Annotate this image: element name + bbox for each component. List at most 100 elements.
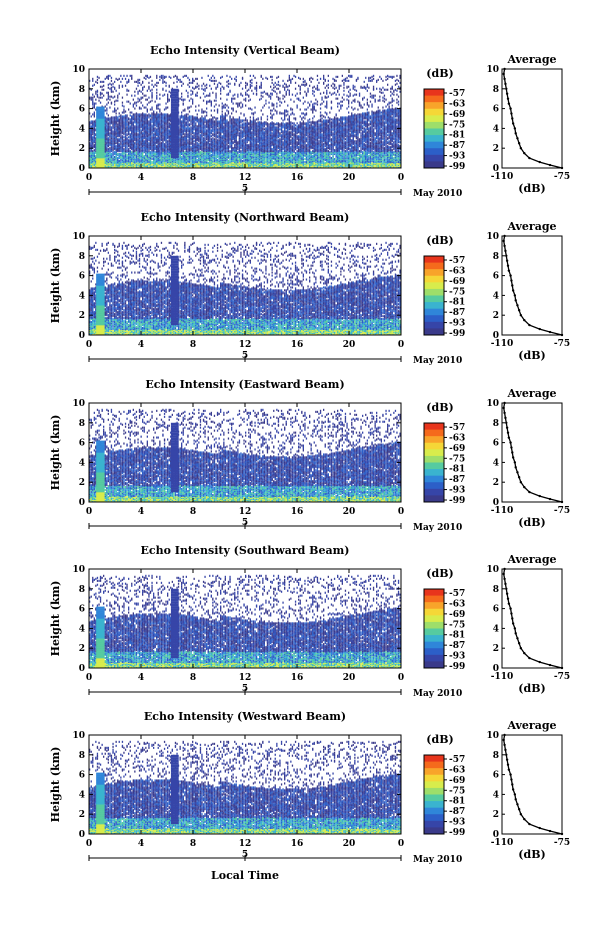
echo-cell: [125, 78, 126, 80]
echo-cell: [223, 153, 224, 155]
echo-cell: [215, 80, 216, 82]
echo-cell: [136, 102, 137, 104]
echo-cell: [198, 105, 199, 107]
echo-cell: [109, 138, 110, 140]
echo-cell: [108, 122, 109, 124]
echo-cell: [147, 150, 148, 152]
echo-cell: [161, 151, 162, 153]
echo-cell: [187, 123, 188, 125]
echo-cell: [181, 143, 182, 145]
echo-cell: [150, 159, 151, 161]
echo-cell: [183, 76, 184, 78]
echo-cell: [161, 128, 162, 130]
echo-cell: [151, 124, 152, 126]
echo-cell: [237, 94, 238, 96]
echo-cell: [190, 133, 191, 135]
echo-cell: [116, 140, 117, 142]
echo-cell: [223, 105, 224, 107]
echo-cell: [128, 160, 129, 162]
echo-cell: [137, 79, 138, 81]
echo-cell: [225, 144, 226, 146]
echo-cell: [125, 146, 126, 148]
echo-cell: [128, 136, 129, 138]
echo-cell: [164, 94, 165, 96]
echo-cell: [92, 131, 93, 133]
echo-cell: [148, 113, 149, 115]
echo-cell: [130, 153, 131, 155]
echo-cell: [203, 83, 204, 85]
echo-cell: [184, 123, 185, 125]
echo-cell: [240, 124, 241, 126]
echo-cell: [209, 95, 210, 97]
echo-cell: [233, 162, 234, 164]
echo-cell: [112, 83, 113, 85]
echo-cell: [126, 133, 127, 135]
echo-cell: [242, 162, 243, 164]
echo-cell: [228, 93, 229, 95]
echo-cell: [151, 84, 152, 86]
echo-cell: [128, 126, 129, 128]
echo-cell: [248, 149, 249, 151]
echo-cell: [248, 144, 249, 146]
echo-cell: [234, 158, 235, 160]
echo-cell: [167, 148, 168, 150]
echo-cell: [123, 75, 124, 77]
echo-cell: [126, 149, 127, 151]
echo-cell: [117, 157, 118, 159]
echo-cell: [139, 131, 140, 133]
echo-cell: [142, 132, 143, 134]
echo-cell: [245, 119, 246, 121]
echo-cell: [180, 127, 181, 129]
echo-cell: [204, 115, 205, 117]
echo-cell: [204, 124, 205, 126]
echo-cell: [245, 142, 246, 144]
echo-cell: [91, 144, 92, 146]
echo-cell: [186, 127, 187, 129]
echo-cell: [239, 149, 240, 151]
echo-cell: [136, 156, 137, 158]
echo-cell: [116, 159, 117, 161]
echo-cell: [148, 82, 149, 84]
echo-cell: [169, 85, 170, 87]
echo-cell: [189, 123, 190, 125]
echo-cell: [240, 82, 241, 84]
echo-cell: [162, 113, 163, 115]
echo-cell: [162, 88, 163, 90]
echo-cell: [245, 136, 246, 138]
echo-cell: [215, 140, 216, 142]
echo-cell: [247, 153, 248, 155]
echo-cell: [130, 103, 131, 105]
echo-cell: [144, 95, 145, 97]
echo-cell: [206, 114, 207, 116]
echo-cell: [239, 137, 240, 139]
echo-cell: [92, 120, 93, 122]
echo-cell: [126, 145, 127, 147]
echo-cell: [141, 102, 142, 104]
echo-cell: [219, 105, 220, 107]
echo-cell: [137, 162, 138, 164]
echo-cell: [201, 126, 202, 128]
echo-cell: [231, 78, 232, 80]
echo-cell: [176, 86, 177, 88]
echo-cell: [139, 117, 140, 119]
echo-cell: [147, 155, 148, 157]
echo-cell: [111, 153, 112, 155]
echo-cell: [190, 162, 191, 164]
echo-cell: [105, 125, 106, 127]
echo-cell: [142, 87, 143, 89]
echo-cell: [169, 129, 170, 131]
echo-cell: [211, 138, 212, 140]
echo-cell: [186, 135, 187, 137]
echo-cell: [211, 118, 212, 120]
echo-cell: [123, 109, 124, 111]
echo-cell: [247, 144, 248, 146]
echo-cell: [234, 131, 235, 133]
echo-cell: [109, 96, 110, 98]
echo-cell: [206, 108, 207, 110]
echo-cell: [92, 150, 93, 152]
echo-cell: [153, 158, 154, 160]
echo-cell: [108, 78, 109, 80]
echo-cell: [137, 121, 138, 123]
echo-cell: [197, 92, 198, 94]
echo-cell: [243, 160, 244, 162]
